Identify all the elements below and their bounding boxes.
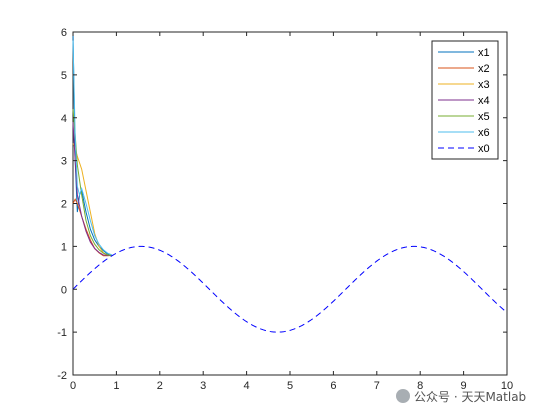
legend-label-x2: x2 <box>478 63 490 75</box>
y-tick-label: -1 <box>57 327 67 339</box>
x-tick-label: 8 <box>417 380 423 392</box>
y-tick-label: 3 <box>61 156 67 168</box>
legend-label-x3: x3 <box>478 79 490 91</box>
legend: x1 x2 x3 x4 x5 x6 x0 <box>431 40 499 160</box>
series-line-x0 <box>72 245 508 333</box>
watermark-text: 公众号 · 天天Matlab <box>414 390 527 404</box>
y-tick-label: 4 <box>61 113 67 125</box>
x-tick-label: 9 <box>461 380 467 392</box>
x-tick-label: 10 <box>501 380 513 392</box>
y-tick-label: 0 <box>61 284 67 296</box>
x-tick-label: 3 <box>200 380 206 392</box>
series-line-x6 <box>72 40 113 256</box>
x-tick-label: 2 <box>157 380 163 392</box>
series-line-x4 <box>72 122 113 256</box>
x-tick-label: 4 <box>244 380 250 392</box>
watermark: 公众号 · 天天Matlab <box>396 388 526 405</box>
x-tick-label: 6 <box>330 380 336 392</box>
x-tick-label: 7 <box>374 380 380 392</box>
wechat-icon <box>396 389 410 403</box>
series-line-x2 <box>72 198 113 257</box>
y-tick-label: 2 <box>61 199 67 211</box>
legend-label-x1: x1 <box>478 47 490 59</box>
y-tick-label: 1 <box>61 241 67 253</box>
y-tick-label: 5 <box>61 70 67 82</box>
legend-label-x5: x5 <box>478 111 490 123</box>
series-line-x5 <box>72 109 113 256</box>
ticks-layer: 0 1 2 3 4 5 6 7 8 9 10 -2 -1 0 1 2 3 4 5 6 <box>57 27 513 392</box>
y-tick-label: 6 <box>61 27 67 39</box>
y-tick-label: -2 <box>57 370 67 382</box>
legend-label-x4: x4 <box>478 95 490 107</box>
x-tick-label: 0 <box>70 380 76 392</box>
legend-label-x6: x6 <box>478 127 490 139</box>
legend-label-x0: x0 <box>478 143 490 155</box>
x-tick-label: 5 <box>287 380 293 392</box>
x-tick-label: 1 <box>113 380 119 392</box>
